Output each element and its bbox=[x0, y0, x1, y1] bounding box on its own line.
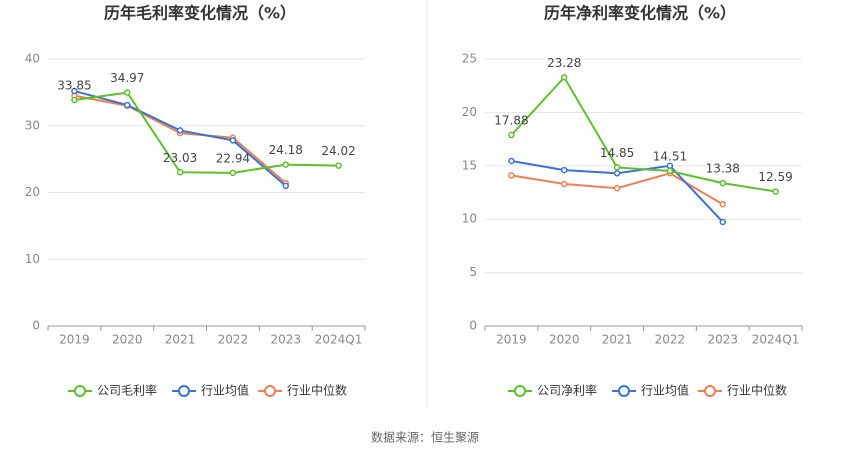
x-tick-label: 2024Q1 bbox=[315, 333, 363, 347]
data-label: 14.85 bbox=[600, 146, 634, 160]
point bbox=[561, 180, 568, 188]
point bbox=[124, 89, 131, 96]
x-tick-label: 2022 bbox=[218, 333, 249, 347]
legend-label[interactable]: 公司净利率 bbox=[537, 383, 597, 398]
data-label: 12.59 bbox=[758, 170, 792, 184]
data-label: 24.02 bbox=[321, 144, 355, 158]
point bbox=[71, 87, 78, 95]
data-label: 24.18 bbox=[269, 143, 303, 157]
legend-label[interactable]: 行业均值 bbox=[641, 383, 689, 398]
chart-title: 历年净利率变化情况（%） bbox=[544, 4, 736, 23]
legend-marker[interactable] bbox=[704, 385, 716, 397]
x-tick-label: 2019 bbox=[59, 333, 90, 347]
point bbox=[124, 101, 131, 109]
point bbox=[719, 200, 726, 208]
data-label: 34.97 bbox=[110, 71, 144, 85]
x-tick-label: 2020 bbox=[112, 333, 143, 347]
legend-marker[interactable] bbox=[178, 385, 190, 397]
x-tick-label: 2019 bbox=[496, 333, 527, 347]
data-label: 17.88 bbox=[494, 114, 528, 128]
y-tick-label: 30 bbox=[25, 118, 40, 132]
point bbox=[561, 166, 568, 174]
legend-marker[interactable] bbox=[514, 385, 526, 397]
data-label: 22.94 bbox=[216, 151, 250, 165]
legend-marker[interactable] bbox=[74, 385, 86, 397]
point bbox=[719, 179, 726, 187]
series-line bbox=[510, 75, 776, 193]
legend-label[interactable]: 行业均值 bbox=[201, 383, 249, 398]
point bbox=[666, 167, 674, 175]
legend-label[interactable]: 行业中位数 bbox=[727, 383, 787, 398]
x-tick-label: 2023 bbox=[707, 333, 738, 347]
point bbox=[176, 169, 184, 176]
source: 数据来源：恒生聚源 bbox=[371, 430, 479, 445]
y-tick-label: 20 bbox=[462, 105, 477, 119]
x-tick-label: 2023 bbox=[270, 333, 301, 347]
data-label: 23.28 bbox=[547, 56, 581, 70]
point bbox=[282, 182, 289, 190]
y-tick-label: 5 bbox=[469, 265, 477, 279]
x-tick-label: 2020 bbox=[549, 333, 580, 347]
point bbox=[176, 127, 184, 134]
point bbox=[666, 162, 674, 170]
data-label: 33.85 bbox=[57, 79, 91, 93]
y-tick-label: 25 bbox=[462, 52, 477, 66]
y-tick-label: 0 bbox=[469, 319, 477, 333]
y-tick-label: 20 bbox=[25, 185, 40, 199]
legend-label[interactable]: 公司毛利率 bbox=[97, 383, 157, 398]
x-tick-label: 2021 bbox=[165, 333, 196, 347]
point bbox=[772, 188, 779, 195]
y-tick-label: 10 bbox=[462, 212, 477, 226]
point bbox=[508, 157, 515, 165]
point bbox=[561, 74, 568, 81]
x-tick-label: 2022 bbox=[655, 333, 686, 347]
y-tick-label: 40 bbox=[25, 52, 40, 66]
point bbox=[71, 96, 78, 104]
y-tick-label: 10 bbox=[25, 252, 40, 266]
point bbox=[282, 161, 289, 168]
point bbox=[613, 184, 621, 192]
data-label: 23.03 bbox=[163, 151, 197, 165]
chart-title: 历年毛利率变化情况（%） bbox=[104, 4, 296, 23]
data-label: 14.51 bbox=[653, 150, 687, 164]
point bbox=[335, 162, 342, 169]
point bbox=[508, 172, 515, 179]
x-tick-label: 2021 bbox=[602, 333, 633, 347]
legend-label[interactable]: 行业中位数 bbox=[287, 383, 347, 398]
point bbox=[613, 164, 621, 171]
y-tick-label: 15 bbox=[462, 158, 477, 172]
legend-marker[interactable] bbox=[264, 385, 276, 397]
point bbox=[229, 137, 237, 144]
data-label: 13.38 bbox=[706, 162, 740, 176]
legend-marker[interactable] bbox=[618, 385, 630, 397]
point bbox=[719, 218, 726, 226]
y-tick-label: 0 bbox=[32, 319, 40, 333]
point bbox=[508, 131, 515, 139]
x-tick-label: 2024Q1 bbox=[752, 333, 800, 347]
series-line bbox=[74, 91, 339, 174]
point bbox=[229, 169, 237, 177]
point bbox=[613, 170, 621, 177]
